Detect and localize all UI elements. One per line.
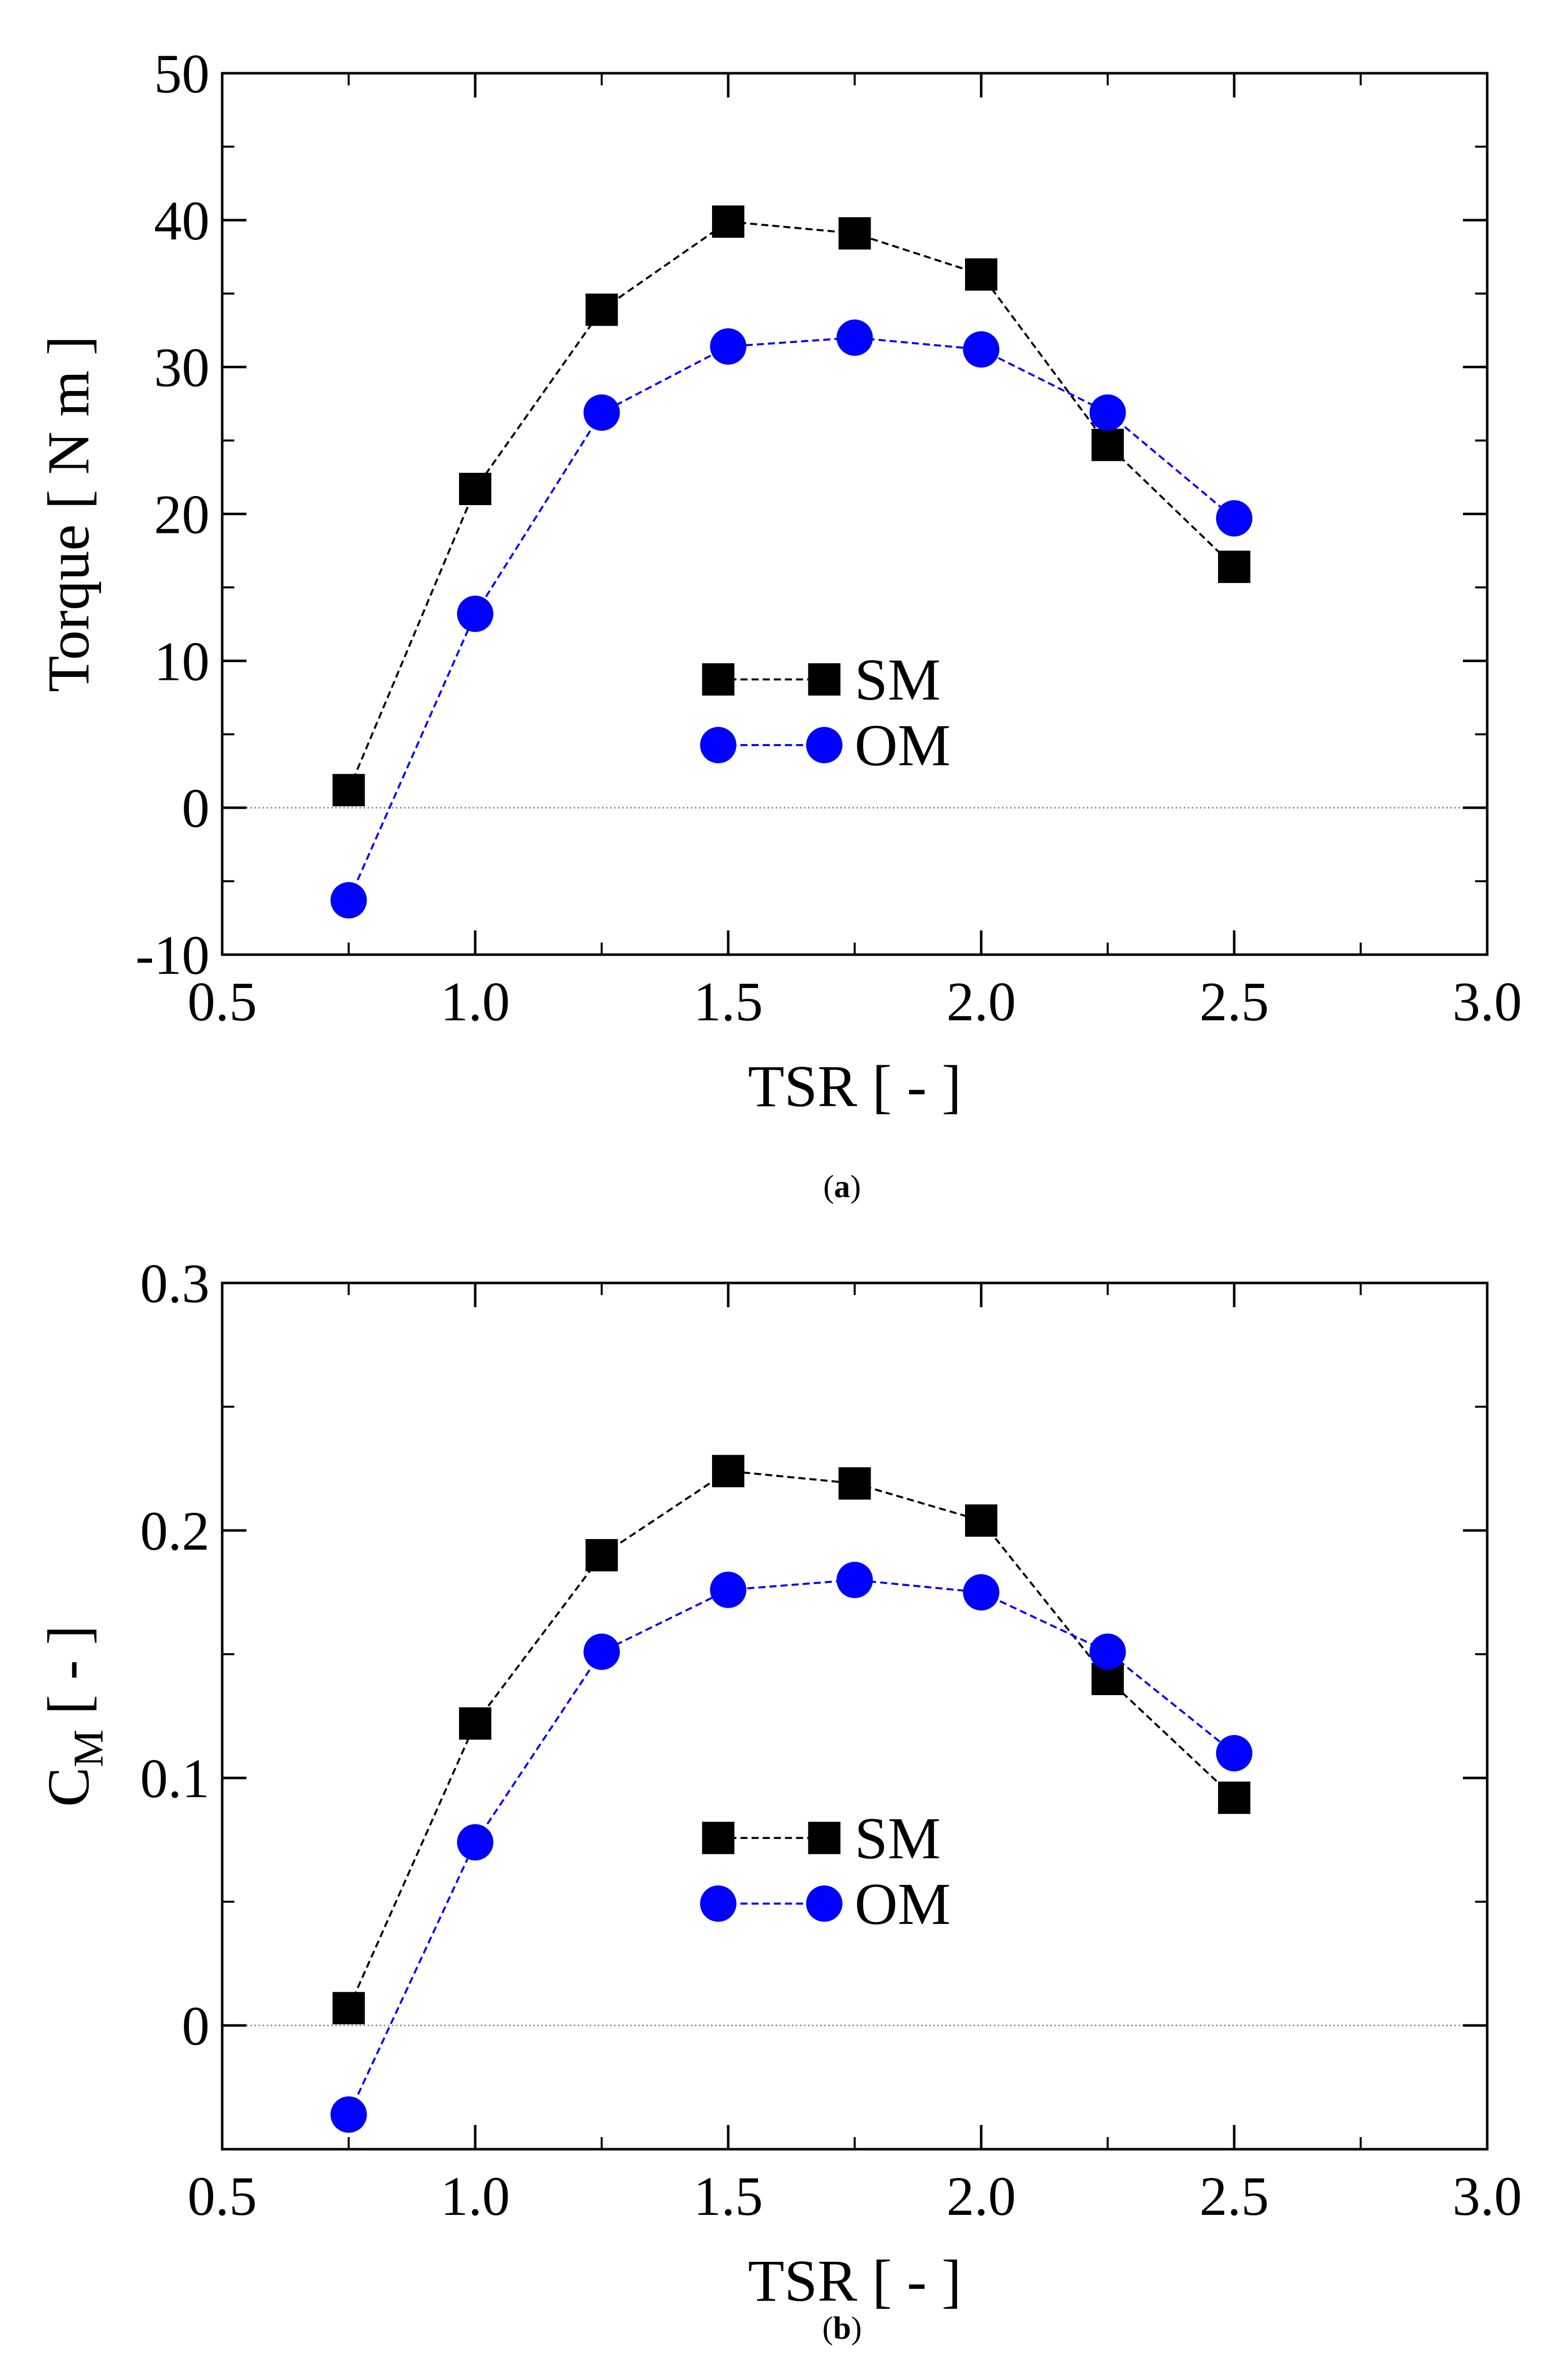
panel-b-y-axis-title-main: C [35,1767,102,1807]
panel-b-caption-open: ( [822,2310,833,2346]
panel-b-y-tick-label: 0.3 [140,1253,210,1314]
panel-a-caption-close: ) [850,1168,861,1204]
panel-b-y-axis-title: CM [ - ] [35,1625,112,1807]
panel-b-x-tick-label: 1.5 [693,2165,763,2227]
panel-b-series-sm-point [332,1992,365,2024]
panel-a-y-tick-label: -10 [135,924,210,986]
panel-b-y-tick-label: 0 [182,1995,210,2057]
panel-a-y-tick-label: 20 [154,484,210,546]
panel-a-series-sm-point [965,258,997,291]
panel-b-legend-sm-label: SM [854,1805,941,1871]
panel-a-legend-sm-marker-right [808,663,841,696]
panel-b-series-om-point [583,1633,620,1670]
panel-b-series-om-line [347,1578,1235,2115]
panel-b-y-tick-label: 0.2 [140,1500,210,1562]
panel-b-series-sm-point [712,1455,744,1488]
panel-a-caption: (a) [823,1168,861,1204]
panel-b-series-om-point [330,2096,367,2133]
panel-a-series-sm-line [347,220,1235,791]
panel-b-series-sm-point [1218,1781,1250,1814]
panel-a-series-sm-point [838,217,871,250]
panel-b-series-om-point [963,1574,999,1611]
panel-b-x-tick-label: 3.0 [1452,2165,1522,2227]
panel-b-x-tick-label: 2.5 [1199,2165,1269,2227]
panel-a-x-tick-label: 1.5 [693,971,763,1032]
panel-b-x-axis-title: TSR [ - ] [748,2248,962,2314]
panel-b-series-sm-point [585,1539,618,1571]
panel-a-series-sm-point [712,205,744,238]
panel-a-y-tick-label: 10 [154,630,210,692]
panel-b-legend-sm-marker-left [702,1821,735,1854]
panel-a-y-tick-label: 40 [154,190,210,252]
panel-b-series-om-point [1216,1735,1252,1771]
panel-b-x-tick-label: 1.0 [440,2165,510,2227]
panel-a-x-tick-label: 2.5 [1199,971,1269,1032]
panel-a-series-sm-point [1218,551,1250,583]
panel-b-series-om-point [1089,1633,1126,1670]
panel-a-series-sm-point [585,293,618,326]
chart-panel-b: 0.5 1.0 1.5 2.0 2.5 3.0 0 0.1 0.2 0.3 TSR [ - ] CM … [35,1253,1522,2346]
panel-b-series-sm-point [459,1707,491,1740]
panel-b-series-sm-line [347,1470,1235,2009]
panel-a-legend-om-marker-left [700,727,737,764]
panel-a-series-om-point [836,319,873,356]
panel-a-legend-om-marker-right [806,727,843,764]
panel-a-series-om-point [1216,500,1252,537]
panel-b-caption-letter: b [833,2310,851,2346]
panel-a-x-tick-label: 0.5 [187,971,257,1032]
panel-a-series-om-point [1089,394,1126,431]
panel-b-x-tick-label: 2.0 [946,2165,1016,2227]
panel-b-y-tick-label: 0.1 [140,1748,210,1809]
panel-b-legend-om-marker-right [806,1885,843,1922]
panel-b-series-om-point [836,1562,873,1598]
panel-a-y-tick-label: 30 [154,337,210,399]
panel-b-y-axis-title-units: [ - ] [35,1625,102,1729]
panel-b-legend-om-marker-left [700,1885,737,1922]
panel-a-x-tick-label: 1.0 [440,971,510,1032]
panel-b-y-axis-title-subscript: M [65,1729,112,1767]
panel-a-legend-sm-label: SM [854,647,941,713]
panel-a-series-om-point [583,394,620,431]
panel-a-series-sm-point [1091,428,1124,461]
panel-a-series-om-line [347,336,1235,901]
panel-b-caption: (b) [822,2310,862,2346]
panel-a-series-sm-point [332,774,365,807]
panel-a-y-tick-label: 0 [182,777,210,839]
panel-a-caption-open: ( [823,1168,834,1204]
panel-b-x-tick-label: 0.5 [187,2165,257,2227]
panel-a-legend-sm-marker-left [702,663,735,696]
panel-b-series-om-point [457,1824,493,1861]
panel-a-series-sm-point [459,473,491,506]
panel-b-legend-om-label: OM [854,1871,950,1937]
panel-a-series-om-point [710,328,746,365]
chart-panel-a: 0.5 1.0 1.5 2.0 2.5 3.0 -10 0 10 20 30 40 50 TSR [ - … [35,43,1522,1204]
panel-a-x-tick-label: 3.0 [1452,971,1522,1032]
panel-a-y-tick-label: 50 [154,43,210,105]
panel-a-x-tick-label: 2.0 [946,971,1016,1032]
panel-a-series-om-point [457,596,493,632]
panel-a-series-om-point [963,331,999,368]
panel-a-caption-letter: a [834,1168,850,1204]
panel-b-series-sm-point [838,1467,871,1500]
panel-a-x-axis-title: TSR [ - ] [748,1053,962,1119]
panel-b-series-sm-point [965,1504,997,1537]
panel-a-legend-om-label: OM [854,712,950,778]
panel-a-series-om-point [330,882,367,919]
panel-a-y-axis-title: Torque [ N m ] [35,335,102,692]
panel-b-series-om-point [710,1571,746,1608]
panel-b-caption-close: ) [851,2310,862,2346]
panel-b-legend-sm-marker-right [808,1821,841,1854]
